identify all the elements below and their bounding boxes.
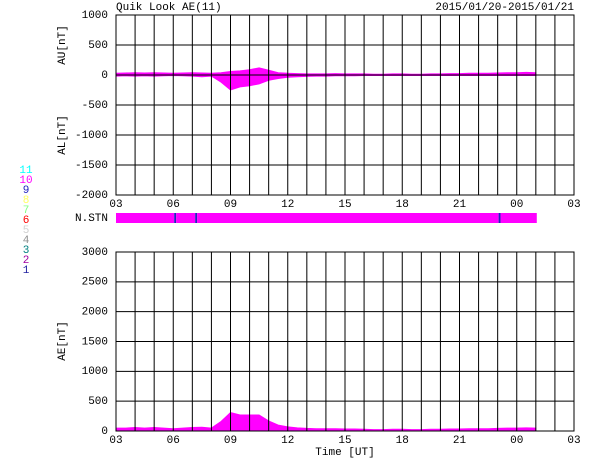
x-tick-label: 03	[567, 435, 580, 447]
x-tick-label: 12	[281, 199, 294, 211]
legend-label: 9	[23, 185, 30, 197]
y-tick-label: 1000	[82, 10, 108, 22]
status-segment	[500, 213, 537, 223]
x-tick-label: 18	[396, 199, 409, 211]
y-tick-label: 1500	[82, 336, 108, 348]
x-tick-label: 03	[567, 199, 580, 211]
chart-title: Quik Look AE(11)	[116, 2, 222, 14]
status-segment	[116, 213, 175, 223]
area	[115, 412, 537, 432]
x-tick-label: 06	[167, 435, 180, 447]
y-tick-label: 2000	[82, 307, 108, 319]
status-segment	[197, 213, 499, 223]
legend-label: 11	[19, 165, 33, 177]
x-tick-label: 06	[167, 199, 180, 211]
x-tick-label: 18	[396, 435, 409, 447]
status-label: N.STN	[75, 213, 108, 225]
status-segment	[498, 213, 501, 223]
plot-frame	[115, 251, 575, 432]
y-tick-label: -1500	[75, 160, 108, 172]
y-tick-label: 500	[88, 396, 108, 408]
legend-label: 6	[23, 215, 30, 227]
y-tick-label: -2000	[75, 190, 108, 202]
y-axis-label: AE[nT]	[57, 321, 69, 361]
legend-label: 5	[23, 225, 30, 237]
y-tick-label: 1000	[82, 366, 108, 378]
legend-label: 8	[23, 195, 30, 207]
x-tick-label: 03	[109, 435, 122, 447]
x-tick-label: 15	[338, 199, 351, 211]
date-range: 2015/01/20-2015/01/21	[435, 2, 574, 14]
x-tick-label: 12	[281, 435, 294, 447]
y-tick-label: 2500	[82, 277, 108, 289]
area	[115, 67, 537, 76]
legend-label: 3	[23, 245, 30, 257]
status-segment	[176, 213, 196, 223]
x-tick-label: 21	[453, 435, 467, 447]
status-segment	[174, 213, 177, 223]
legend-label: 2	[23, 255, 30, 267]
y-axis-label: AU[nT]	[57, 25, 69, 65]
x-tick-label: 09	[224, 199, 237, 211]
x-tick-label: 00	[510, 435, 523, 447]
legend-label: 4	[23, 235, 30, 247]
status-segment	[195, 213, 198, 223]
y-tick-label: 3000	[82, 247, 108, 259]
y-tick-label: -1000	[75, 130, 108, 142]
y-tick-label: 500	[88, 40, 108, 52]
x-tick-label: 00	[510, 199, 523, 211]
legend-label: 7	[23, 205, 30, 217]
legend-label: 10	[19, 175, 32, 187]
y-tick-label: 0	[101, 426, 108, 438]
x-tick-label: 15	[338, 435, 351, 447]
x-tick-label: 21	[453, 199, 467, 211]
plot-frame	[115, 14, 575, 196]
y-axis-label: AL[nT]	[57, 115, 69, 155]
y-tick-label: 0	[101, 70, 108, 82]
area	[115, 74, 537, 91]
legend-label: 1	[23, 265, 30, 277]
x-tick-label: 09	[224, 435, 237, 447]
y-tick-label: -500	[82, 100, 108, 112]
x-axis-label: Time [UT]	[315, 447, 374, 459]
x-tick-label: 03	[109, 199, 122, 211]
